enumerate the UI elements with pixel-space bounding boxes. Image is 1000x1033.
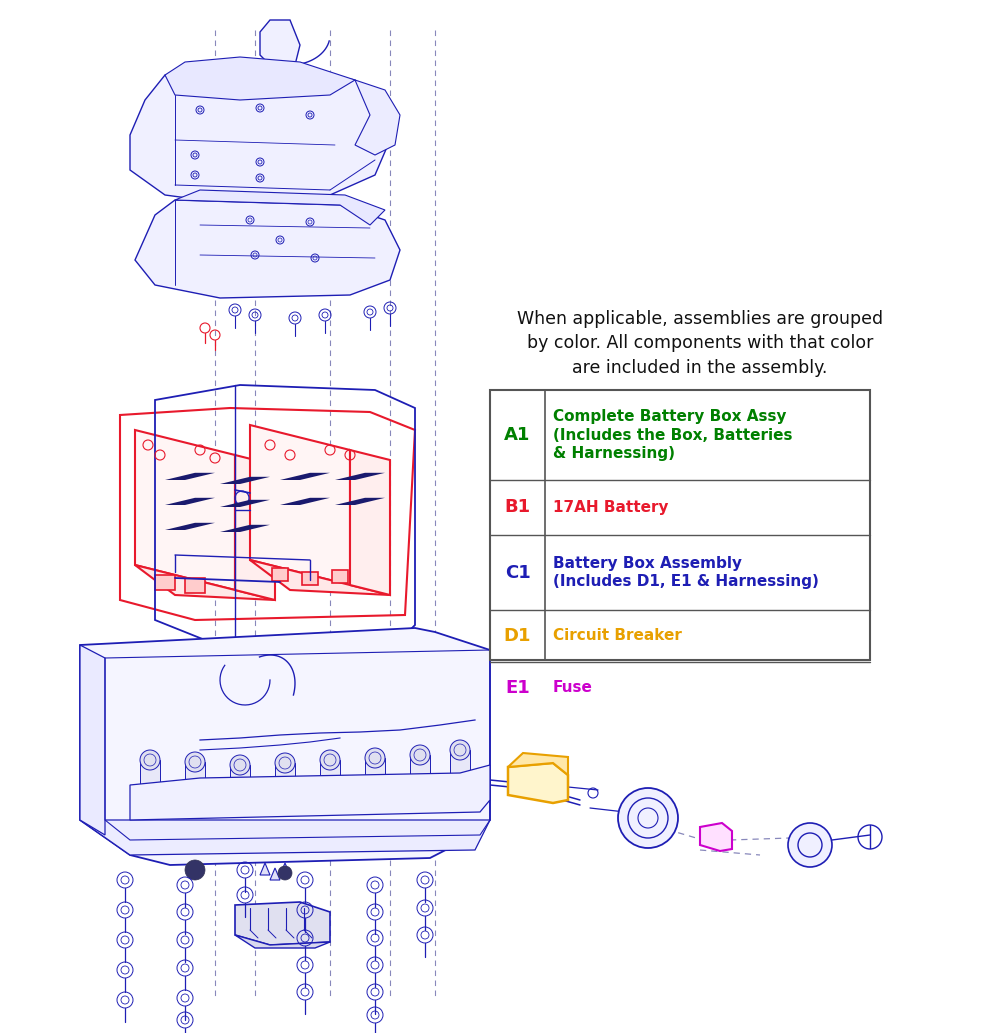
Text: Fuse: Fuse — [553, 681, 593, 695]
Polygon shape — [220, 477, 270, 484]
Circle shape — [185, 752, 205, 772]
Polygon shape — [355, 80, 400, 155]
Polygon shape — [80, 820, 490, 855]
Polygon shape — [272, 568, 288, 581]
Polygon shape — [270, 868, 280, 880]
Bar — [450, 750, 470, 775]
Text: C1: C1 — [505, 563, 530, 582]
Polygon shape — [220, 525, 270, 532]
Polygon shape — [130, 765, 490, 820]
Circle shape — [230, 755, 250, 775]
Text: Complete Battery Box Assy
(Includes the Box, Batteries
& Harnessing): Complete Battery Box Assy (Includes the … — [553, 409, 792, 461]
Text: When applicable, assemblies are grouped
by color. All components with that color: When applicable, assemblies are grouped … — [517, 310, 883, 377]
Polygon shape — [280, 473, 330, 480]
Polygon shape — [220, 500, 270, 507]
Polygon shape — [332, 570, 348, 583]
Polygon shape — [235, 455, 275, 600]
Bar — [410, 755, 430, 780]
Circle shape — [365, 748, 385, 768]
Bar — [140, 760, 160, 785]
Polygon shape — [260, 20, 300, 70]
Polygon shape — [185, 578, 205, 593]
Text: A1: A1 — [504, 426, 531, 444]
Circle shape — [410, 745, 430, 765]
Polygon shape — [165, 523, 215, 530]
Polygon shape — [260, 863, 270, 875]
Polygon shape — [135, 565, 275, 600]
Circle shape — [275, 753, 295, 773]
Polygon shape — [80, 628, 490, 865]
Polygon shape — [250, 425, 350, 585]
Polygon shape — [700, 823, 732, 851]
Circle shape — [140, 750, 160, 770]
Polygon shape — [165, 473, 215, 480]
Bar — [230, 765, 250, 790]
Polygon shape — [135, 200, 400, 298]
Polygon shape — [280, 498, 330, 505]
Circle shape — [618, 788, 678, 848]
Circle shape — [788, 823, 832, 867]
Text: E1: E1 — [505, 679, 530, 697]
Polygon shape — [135, 430, 235, 590]
Bar — [490, 390, 870, 660]
Polygon shape — [165, 498, 215, 505]
Polygon shape — [250, 560, 390, 595]
Polygon shape — [235, 902, 330, 945]
Bar — [185, 762, 205, 787]
Text: D1: D1 — [504, 627, 531, 645]
Polygon shape — [165, 57, 355, 100]
Bar — [320, 760, 340, 785]
Polygon shape — [175, 190, 385, 225]
Circle shape — [450, 740, 470, 760]
Polygon shape — [302, 572, 318, 585]
Bar — [275, 763, 295, 788]
Text: 17AH Battery: 17AH Battery — [553, 500, 668, 515]
Polygon shape — [335, 498, 385, 505]
Bar — [365, 758, 385, 783]
Polygon shape — [235, 935, 330, 948]
Polygon shape — [280, 863, 290, 875]
Polygon shape — [508, 763, 568, 803]
Polygon shape — [130, 65, 390, 205]
Text: Circuit Breaker: Circuit Breaker — [553, 628, 682, 644]
Text: Battery Box Assembly
(Includes D1, E1 & Harnessing): Battery Box Assembly (Includes D1, E1 & … — [553, 556, 819, 589]
Circle shape — [278, 866, 292, 880]
Polygon shape — [80, 645, 105, 835]
Polygon shape — [508, 753, 568, 775]
Circle shape — [320, 750, 340, 770]
Circle shape — [185, 860, 205, 880]
Polygon shape — [350, 450, 390, 595]
Text: B1: B1 — [504, 499, 531, 516]
Polygon shape — [155, 575, 175, 590]
Polygon shape — [335, 473, 385, 480]
